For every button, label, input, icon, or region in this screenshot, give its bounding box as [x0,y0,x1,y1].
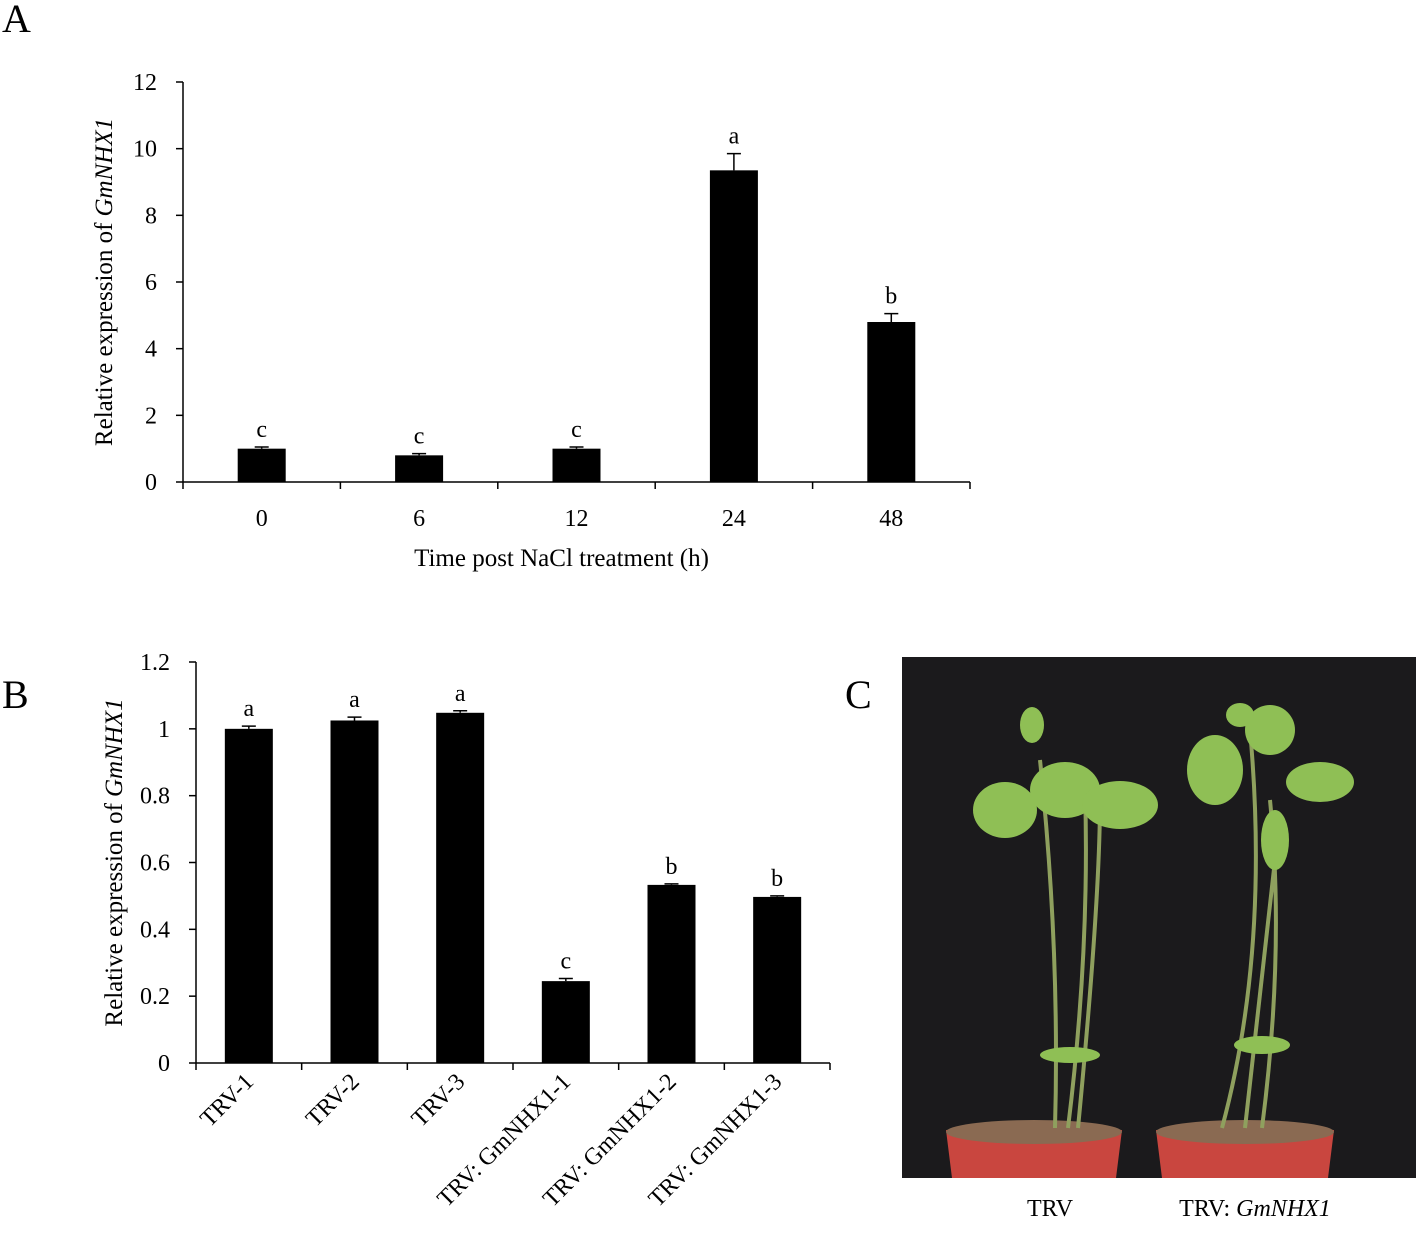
soil [946,1120,1122,1144]
bar [330,720,379,1063]
soil [1156,1120,1334,1144]
significance-letter: a [455,681,466,707]
y-axis-label: Relative expression of GmNHX1 [101,698,128,1026]
significance-letter: b [885,284,897,310]
error-bar [558,977,573,982]
bar [395,455,444,482]
y-axis-label-text: Relative expression of [101,802,128,1026]
error-bar [347,716,362,721]
panel-letter: B [2,672,29,717]
error-bar [569,446,584,449]
y-tick-label: 0.2 [140,984,170,1010]
x-tick-label: TRV-3 [407,1069,471,1133]
x-tick-label: TRV-2 [301,1069,365,1133]
error-bar [884,312,899,322]
bar [753,896,802,1063]
y-tick-label: 4 [145,337,157,363]
y-axis-label-italic: GmNHX1 [91,118,118,217]
leaves [973,703,1354,1063]
x-tick-label: 6 [413,506,425,532]
y-tick-label: 8 [145,203,157,229]
bar [237,448,286,482]
error-bar [254,446,269,449]
y-axis-label-italic: GmNHX1 [101,698,128,797]
x-tick-label: 48 [879,506,903,532]
significance-letter: a [729,124,740,150]
y-tick-label: 12 [133,70,157,96]
significance-letter: c [571,417,582,443]
bar [436,712,485,1063]
y-tick-label: 0.6 [140,851,170,877]
x-axis-label: Time post NaCl treatment (h) [414,545,709,572]
error-bar [412,452,427,456]
error-bar [241,725,256,729]
panel-letter: C [845,672,872,717]
significance-letter: a [349,687,360,713]
photo-label: TRV: GmNHX1 [1179,1196,1331,1222]
significance-letter: c [561,948,572,974]
error-bar [726,152,741,171]
x-tick-label: 12 [565,506,589,532]
error-bar [770,895,785,897]
photo-background [902,657,1416,1178]
photo-label-italic: GmNHX1 [1236,1196,1331,1222]
bar [541,981,590,1063]
x-tick-label: TRV-1 [196,1069,260,1133]
y-tick-label: 6 [145,270,157,296]
bar [552,448,601,482]
photo-label: TRV: [1179,1196,1230,1222]
y-tick-label: 0.8 [140,784,170,810]
photo-panel: C TRV TRV: GmNHX1 [845,657,1416,1222]
y-tick-label: 0 [145,470,157,496]
y-tick-label: 2 [145,403,157,429]
photo-label: TRV [1027,1196,1074,1222]
y-tick-label: 1.2 [140,650,170,676]
panel-letter: A [2,0,31,41]
y-tick-label: 10 [133,137,157,163]
x-tick-label: 24 [722,506,746,532]
significance-letter: c [256,417,267,443]
bar [709,170,758,483]
y-tick-label: 0 [158,1051,170,1077]
significance-letter: c [414,424,425,450]
bar [647,884,696,1063]
y-tick-label: 0.4 [140,917,170,943]
significance-letter: a [244,696,255,722]
y-tick-label: 1 [158,717,170,743]
bar [224,728,273,1063]
x-tick-label: 0 [256,506,268,532]
y-axis-label: Relative expression of GmNHX1 [91,118,118,446]
significance-letter: b [771,866,783,892]
error-bar [664,883,679,885]
bar [867,322,916,482]
y-axis-label-text: Relative expression of [91,222,118,446]
significance-letter: b [666,854,678,880]
error-bar [453,710,468,713]
